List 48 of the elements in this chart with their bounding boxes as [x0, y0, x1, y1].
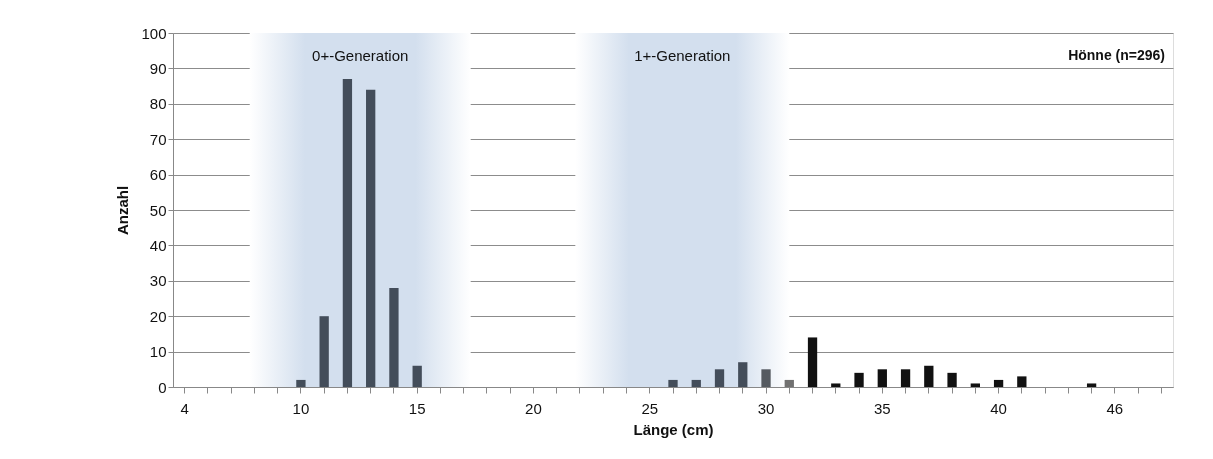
y-tick-label: 20 — [149, 307, 167, 325]
y-tick-label: 60 — [149, 166, 167, 184]
x-tick-label: 30 — [757, 399, 775, 417]
bar — [900, 369, 911, 387]
y-tick-label: 50 — [149, 201, 167, 219]
bar — [854, 372, 864, 387]
bar — [319, 316, 329, 387]
bar — [784, 379, 794, 387]
bar — [1086, 383, 1097, 387]
bar — [714, 369, 725, 387]
y-tick-label: 100 — [141, 24, 167, 42]
x-axis-title: Länge (cm) — [633, 420, 714, 438]
x-tick-label: 15 — [408, 399, 426, 417]
annotation: Hönne (n=296) — [1068, 47, 1165, 64]
y-tick-label: 70 — [149, 130, 167, 148]
bar — [366, 89, 376, 387]
bar — [807, 337, 818, 387]
y-tick-label: 40 — [149, 236, 167, 254]
x-tick-label: 35 — [873, 399, 891, 417]
y-tick-label: 10 — [149, 343, 167, 361]
bar — [738, 362, 748, 387]
bar — [668, 379, 678, 387]
bar — [993, 379, 1004, 387]
bar — [412, 365, 422, 387]
bar — [947, 372, 957, 387]
bar — [296, 379, 306, 387]
x-tick-label: 20 — [525, 399, 542, 417]
bar — [924, 365, 934, 387]
y-tick-label: 80 — [149, 95, 167, 113]
bar — [1017, 376, 1027, 387]
x-tick-label: 40 — [990, 399, 1007, 417]
bar — [877, 369, 887, 387]
bar — [691, 379, 701, 387]
annotation: 1+-Generation — [634, 47, 731, 65]
annotation: 0+-Generation — [312, 47, 409, 65]
x-tick-label: 25 — [641, 399, 659, 417]
y-axis-title: Anzahl — [114, 185, 132, 236]
bar — [831, 383, 841, 387]
x-tick-label: 46 — [1106, 399, 1124, 417]
y-tick-label: 0 — [158, 378, 167, 396]
y-tick-label: 30 — [149, 272, 167, 290]
y-tick-label: 90 — [149, 59, 167, 77]
x-tick-label: 10 — [292, 399, 310, 417]
bar — [970, 383, 980, 387]
bar — [761, 369, 771, 387]
x-tick-label: 4 — [180, 399, 189, 417]
bar — [389, 287, 399, 387]
bar — [342, 79, 353, 387]
